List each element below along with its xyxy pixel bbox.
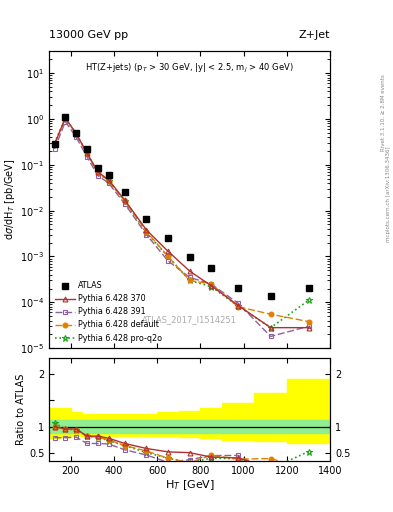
ATLAS xyxy=(187,254,192,261)
Line: ATLAS: ATLAS xyxy=(52,114,311,298)
Y-axis label: d$\sigma$/dH$_T$ [pb/GeV]: d$\sigma$/dH$_T$ [pb/GeV] xyxy=(3,159,17,241)
Legend: ATLAS, Pythia 6.428 370, Pythia 6.428 391, Pythia 6.428 default, Pythia 6.428 pr: ATLAS, Pythia 6.428 370, Pythia 6.428 39… xyxy=(53,280,164,344)
Text: Z+Jet: Z+Jet xyxy=(299,30,330,40)
ATLAS xyxy=(123,189,127,196)
ATLAS xyxy=(236,285,241,291)
ATLAS xyxy=(306,285,311,291)
ATLAS xyxy=(106,172,111,178)
Text: Rivet 3.1.10, ≥ 2.8M events: Rivet 3.1.10, ≥ 2.8M events xyxy=(381,74,386,151)
ATLAS xyxy=(84,146,89,152)
ATLAS xyxy=(166,235,171,241)
Text: 13000 GeV pp: 13000 GeV pp xyxy=(49,30,128,40)
Y-axis label: Ratio to ATLAS: Ratio to ATLAS xyxy=(16,374,26,445)
Text: mcplots.cern.ch [arXiv:1306.3436]: mcplots.cern.ch [arXiv:1306.3436] xyxy=(386,147,391,242)
ATLAS xyxy=(95,165,100,171)
ATLAS xyxy=(74,130,79,136)
ATLAS xyxy=(52,141,57,147)
Text: HT(Z+jets) (p$_T$ > 30 GeV, |y| < 2.5, m$_j$ > 40 GeV): HT(Z+jets) (p$_T$ > 30 GeV, |y| < 2.5, m… xyxy=(85,61,294,75)
ATLAS xyxy=(268,292,273,298)
ATLAS xyxy=(209,265,214,271)
Text: ATLAS_2017_I1514251: ATLAS_2017_I1514251 xyxy=(142,315,237,325)
X-axis label: H$_T$ [GeV]: H$_T$ [GeV] xyxy=(165,478,215,492)
ATLAS xyxy=(63,114,68,120)
ATLAS xyxy=(144,216,149,222)
